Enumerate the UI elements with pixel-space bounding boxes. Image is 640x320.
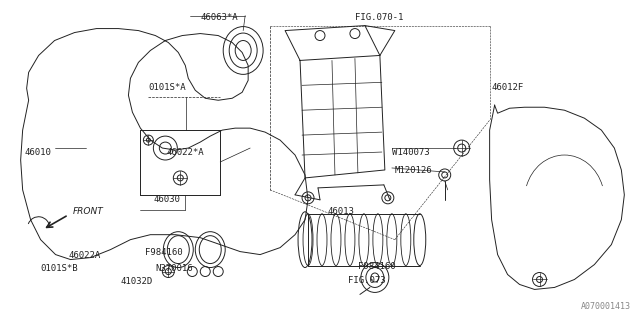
Text: 46012F: 46012F [492,83,524,92]
Text: 46022A: 46022A [68,251,100,260]
Text: 0101S*A: 0101S*A [148,83,186,92]
Text: 46022*A: 46022*A [166,148,204,157]
Text: M120126: M120126 [395,166,433,175]
Text: W140073: W140073 [392,148,429,157]
Text: F984160: F984160 [145,248,183,257]
Text: FIG.073: FIG.073 [348,276,385,285]
Text: 46013: 46013 [328,207,355,216]
Text: 46010: 46010 [25,148,51,157]
Text: 46063*A: 46063*A [200,13,238,22]
Text: 0101S*B: 0101S*B [40,264,78,273]
Text: FIG.070-1: FIG.070-1 [355,13,403,22]
Text: F984160: F984160 [358,261,396,270]
Text: FRONT: FRONT [72,207,103,216]
Text: A070001413: A070001413 [581,302,631,311]
Text: N370016: N370016 [156,264,193,273]
Text: 41032D: 41032D [120,277,153,286]
Text: 46030: 46030 [154,195,180,204]
